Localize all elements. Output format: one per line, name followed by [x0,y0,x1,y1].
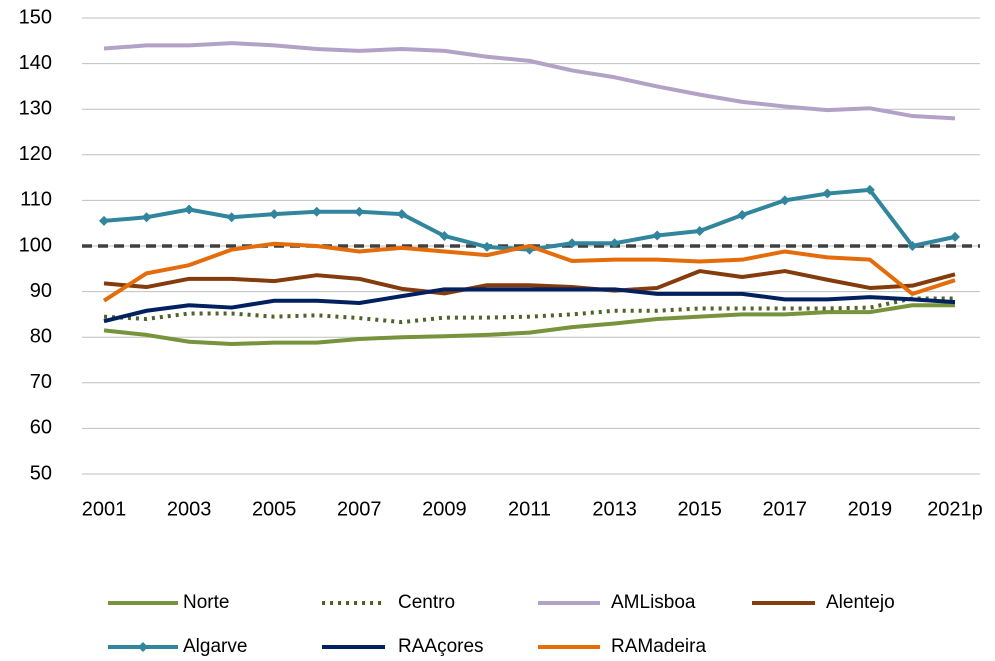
series-line [103,269,956,296]
point-marker [864,184,875,195]
y-tick-label: 140 [19,52,52,74]
x-tick-label: 2011 [508,498,551,520]
point-marker [226,212,237,223]
point-marker [396,209,407,220]
point-marker [567,238,578,249]
point-marker [694,225,705,236]
point-marker [950,231,960,242]
point-marker [184,204,195,215]
y-tick-label: 80 [30,325,52,347]
point-marker [311,206,322,217]
legend-label: RAAçores [398,636,484,657]
x-tick-label: 2001 [82,498,127,520]
series-line [103,296,955,325]
point-marker [779,195,790,206]
legend-label: Centro [398,592,455,613]
x-tick-label: 2021p [927,498,983,520]
x-tick-label: 2009 [422,498,467,520]
point-marker [907,241,918,251]
legend-label: RAMadeira [611,636,706,657]
x-tick-label: 2007 [337,498,382,520]
point-marker [609,238,620,249]
y-tick-label: 120 [19,143,52,165]
series-line [103,303,955,347]
point-marker [269,209,280,220]
y-tick-label: 100 [19,234,52,256]
series-line [103,287,956,324]
x-tick-label: 2015 [677,498,722,520]
x-tick-label: 2005 [252,498,297,520]
y-tick-label: 60 [30,417,52,439]
legend-marker [138,642,148,652]
y-tick-label: 130 [19,97,52,119]
x-tick-label: 2019 [848,498,893,520]
legend-label: Norte [183,592,229,613]
series-line [102,241,956,303]
legend-label: Algarve [183,636,247,657]
series-line [103,41,956,121]
point-marker [481,241,492,252]
y-tick-label: 50 [30,462,52,484]
x-tick-label: 2003 [167,498,212,520]
point-marker [439,230,450,241]
point-marker [737,209,748,220]
legend-label: AMLisboa [611,592,696,613]
point-marker [822,188,833,199]
y-tick-label: 70 [30,371,52,393]
y-tick-label: 150 [19,6,52,28]
point-marker [354,206,365,217]
point-marker [141,212,152,223]
point-marker [652,230,663,241]
x-tick-label: 2013 [592,498,637,520]
legend-label: Alentejo [826,592,895,613]
y-tick-label: 90 [30,280,52,302]
x-tick-label: 2017 [763,498,808,520]
y-tick-label: 110 [20,189,52,211]
point-marker [99,215,109,226]
